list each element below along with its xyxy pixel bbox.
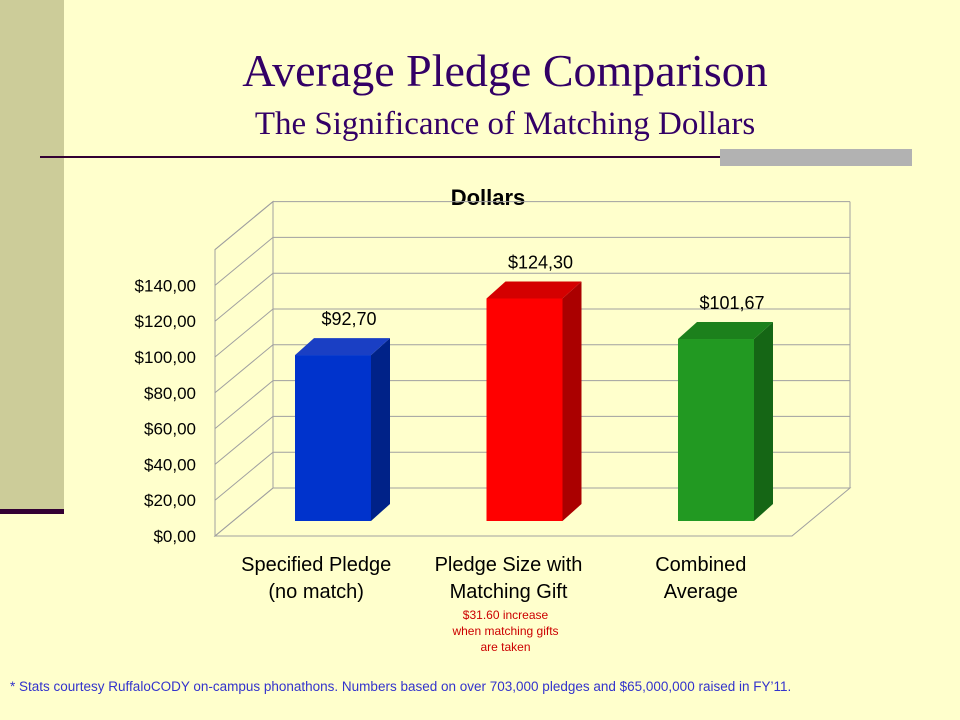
sidebar-band — [0, 0, 64, 510]
y-tick-label: $100,00 — [135, 348, 196, 367]
y-tick-label: $20,00 — [144, 491, 196, 510]
category-label: Matching Gift — [450, 581, 568, 603]
y-tick-label: $60,00 — [144, 420, 196, 439]
category-label: (no match) — [268, 581, 364, 603]
annotation-text: are taken — [480, 640, 530, 654]
y-tick-label: $140,00 — [135, 276, 196, 295]
gridline — [214, 380, 850, 429]
gridline — [214, 415, 850, 465]
bar-top — [486, 281, 582, 299]
bar — [486, 298, 563, 521]
gridline — [214, 451, 850, 501]
gridline — [214, 344, 850, 394]
slide-subtitle: The Significance of Matching Dollars — [254, 106, 756, 142]
bar — [678, 339, 754, 521]
bar-top — [678, 322, 773, 340]
bar-side — [754, 322, 773, 521]
y-tick-label: $0,00 — [153, 527, 196, 546]
category-label: Combined — [655, 554, 746, 576]
y-tick-label: $40,00 — [144, 455, 196, 474]
y-tick-label: $80,00 — [144, 384, 196, 403]
bar — [295, 355, 371, 521]
data-label: $92,70 — [321, 309, 376, 329]
gridline — [214, 272, 850, 322]
title-divider-accent — [720, 149, 912, 166]
footnote: * Stats courtesy RuffaloCODY on-campus p… — [10, 679, 792, 694]
sidebar-foot-bar — [0, 509, 64, 514]
data-label: $101,67 — [699, 293, 764, 313]
bar-side — [562, 281, 582, 521]
category-label: Average — [664, 581, 738, 603]
annotation-text: $31.60 increase — [463, 608, 549, 622]
data-label: $124,30 — [508, 253, 573, 273]
gridline — [214, 236, 850, 286]
chart-title: Dollars — [451, 185, 526, 210]
slide-title: Average Pledge Comparison — [242, 45, 768, 96]
title-divider — [40, 156, 912, 158]
category-label: Specified Pledge — [241, 554, 391, 576]
y-tick-label: $120,00 — [135, 312, 196, 331]
bar-side — [371, 338, 390, 521]
gridline — [214, 201, 850, 250]
gridline — [214, 308, 850, 358]
bar-top — [295, 338, 390, 356]
annotation-text: when matching gifts — [451, 624, 558, 638]
category-label: Pledge Size with — [435, 554, 583, 576]
